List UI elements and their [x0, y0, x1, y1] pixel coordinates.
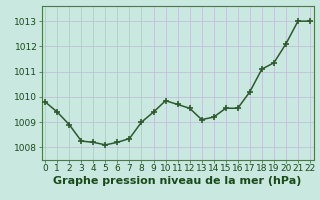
X-axis label: Graphe pression niveau de la mer (hPa): Graphe pression niveau de la mer (hPa): [53, 176, 302, 186]
